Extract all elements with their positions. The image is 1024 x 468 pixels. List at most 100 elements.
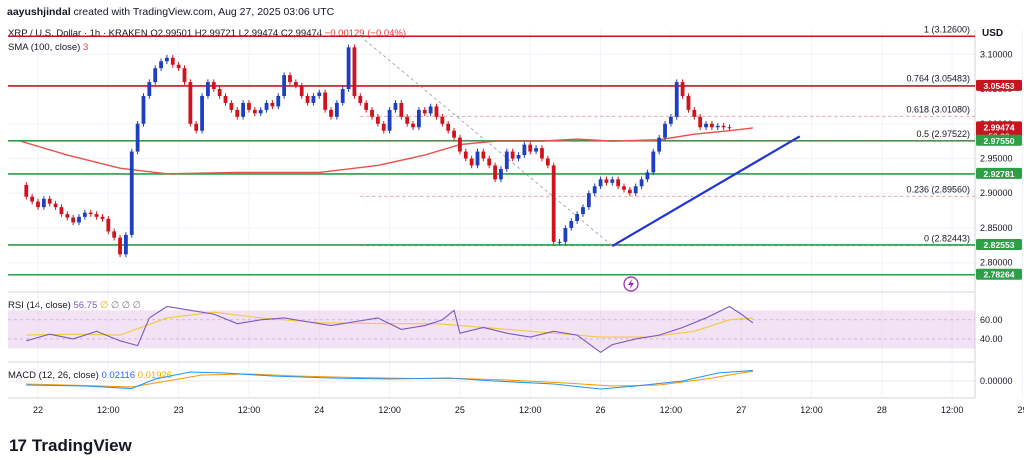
candle-body <box>463 151 468 159</box>
sma-legend[interactable]: SMA (100, close) 3 <box>8 42 88 53</box>
rsi-ma-line <box>26 311 753 338</box>
price-badge <box>976 134 1022 146</box>
candle-body <box>387 109 392 131</box>
candle-body <box>94 214 99 217</box>
rsi-tick-label: 40.00 <box>980 334 1003 344</box>
time-tick-label: 12:00 <box>97 405 120 415</box>
candle-body <box>563 227 568 242</box>
ohlc-open: O2.99501 <box>150 28 193 39</box>
candle-body <box>405 116 410 124</box>
price-axis[interactable]: 3.100003.050003.000002.950002.900002.850… <box>980 49 1013 386</box>
candle-body <box>159 61 163 69</box>
candle-body <box>422 109 427 114</box>
horizontal-levels <box>8 35 975 276</box>
rsi-label: RSI (14, close) <box>8 300 71 311</box>
candle-body <box>721 125 726 128</box>
chart-attribution: aayushjindal created with TradingView.co… <box>7 6 334 18</box>
fib-level-label: 0.764 (3.05483) <box>906 74 970 84</box>
candle-body <box>147 82 152 96</box>
candle-body <box>241 102 245 117</box>
candle-body <box>258 109 263 114</box>
sma-value: 3 <box>82 42 89 53</box>
fib-level-label: 0.618 (3.01080) <box>906 104 970 114</box>
candle-body <box>645 172 650 180</box>
candle-body <box>674 82 679 117</box>
time-axis[interactable]: 22 12:00 23 12:00 24 12:00 25 12:00 26 12:00 27 12:… <box>8 397 1024 415</box>
time-tick-label: 28 <box>877 405 887 415</box>
rsi-line <box>26 305 754 353</box>
candle-body <box>458 137 462 152</box>
candle-body <box>381 123 386 131</box>
alert-icon[interactable] <box>623 276 639 292</box>
candle-body <box>305 95 310 103</box>
candle-body <box>141 95 146 124</box>
candle-body <box>358 95 363 103</box>
currency-label: USD <box>982 28 1004 39</box>
symbol-label: XRP / U.S. Dollar · 1h · KRAKEN <box>8 28 148 39</box>
candle-body <box>557 241 562 243</box>
candle-body <box>370 109 374 117</box>
candle-body <box>106 218 111 232</box>
candle-body <box>698 116 703 128</box>
trendline[interactable] <box>611 135 801 247</box>
candle-body <box>510 151 515 159</box>
candle-body <box>487 158 492 166</box>
candle-body <box>575 214 580 222</box>
sma-label: SMA (100, close) <box>8 42 81 53</box>
candle-body <box>668 116 673 124</box>
candle-body <box>153 68 158 83</box>
candle-body <box>481 151 486 159</box>
candle-body <box>182 68 187 83</box>
candle-body <box>434 106 439 117</box>
price-badge <box>976 268 1022 280</box>
candle-body <box>118 237 122 255</box>
candle-body <box>446 123 451 131</box>
candle-body <box>206 82 210 96</box>
ohlc-change: −0.00129 (−0.04%) <box>324 28 407 39</box>
candle-body <box>452 130 456 138</box>
time-tick-label: 26 <box>596 405 606 415</box>
time-tick-label: 25 <box>455 405 465 415</box>
candle-body <box>59 207 64 215</box>
time-tick-label: 24 <box>314 405 324 415</box>
candle-body <box>604 179 609 183</box>
fib-level-label: 0 (2.82443) <box>924 234 970 244</box>
candle-body <box>364 102 369 110</box>
candle-body <box>639 179 644 187</box>
rsi-pane <box>8 305 975 353</box>
candle-body <box>622 186 626 190</box>
candle-body <box>323 92 328 110</box>
price-badge-label: 2.99474 <box>983 122 1014 132</box>
time-tick-label: 23 <box>174 405 184 415</box>
candle-body <box>53 203 58 208</box>
candle-body <box>340 89 345 103</box>
candle-body <box>124 234 128 255</box>
candle-body <box>592 186 597 194</box>
candle-body <box>540 148 544 159</box>
macd-legend[interactable]: MACD (12, 26, close) 0.02116 0.01926 <box>8 370 172 381</box>
candle-body <box>211 82 216 90</box>
time-tick-label: 12:00 <box>519 405 542 415</box>
candle-body <box>100 216 105 219</box>
candle-body <box>663 123 667 138</box>
candle-body <box>30 196 35 202</box>
time-tick-label: 12:00 <box>660 405 683 415</box>
candle-body <box>516 155 521 159</box>
candle-body <box>41 198 46 208</box>
macd-tick-label: 0.00000 <box>980 376 1013 386</box>
candle-body <box>288 75 292 83</box>
candle-body <box>499 168 503 180</box>
tradingview-logo: 17 TradingView <box>9 436 132 456</box>
candle-body <box>440 116 445 124</box>
candle-body <box>651 151 656 173</box>
candle-body <box>82 212 87 217</box>
price-badge <box>976 167 1022 179</box>
candle-body <box>264 102 269 110</box>
price-badge <box>976 79 1022 91</box>
candle-body <box>235 109 240 117</box>
price-badge <box>976 238 1022 250</box>
candle-body <box>534 148 538 152</box>
rsi-legend[interactable]: RSI (14, close) 56.75 ∅ ∅ ∅ ∅ <box>8 300 141 311</box>
fib-connector <box>360 35 613 247</box>
